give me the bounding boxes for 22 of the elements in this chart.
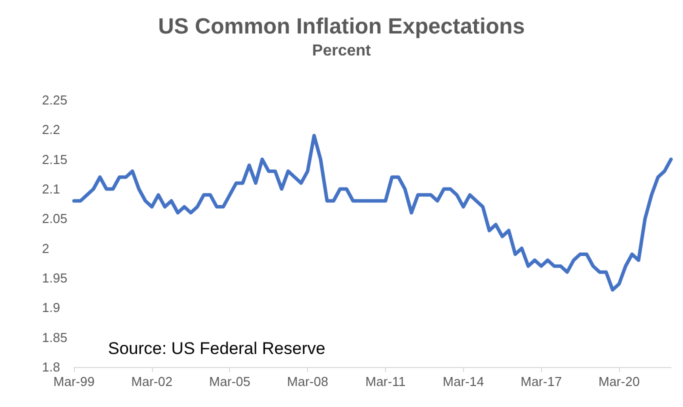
y-tick-label: 1.85: [42, 330, 68, 345]
line-series: [72, 134, 673, 292]
y-tick-label: 2: [42, 240, 50, 256]
chart-title: US Common Inflation Expectations: [158, 14, 525, 38]
x-tick-label: Mar-02: [131, 374, 172, 389]
y-tick-label: 1.8: [42, 360, 60, 374]
y-tick-label: 1.95: [42, 270, 68, 286]
y-tick-label: 2.15: [42, 152, 68, 167]
chart-subtitle: Percent: [312, 42, 372, 60]
y-tick-label: 2.1: [42, 182, 60, 196]
x-tick-label: Mar-11: [365, 374, 406, 389]
y-tick-label: 2.2: [42, 122, 60, 138]
x-tick-label: Mar-05: [209, 374, 250, 389]
annotation: Source: US Federal Reserve: [108, 339, 326, 358]
y-tick-label: 2.05: [42, 211, 68, 226]
y-tick-label: 1.9: [42, 300, 60, 316]
x-tick-label: Mar-08: [287, 374, 328, 389]
x-tick-label: Mar-20: [598, 374, 640, 389]
x-tick-label: Mar-99: [53, 374, 95, 389]
x-tick-label: Mar-14: [442, 374, 484, 389]
x-tick-label: Mar-17: [520, 374, 562, 389]
y-tick-label: 2.25: [42, 92, 68, 108]
